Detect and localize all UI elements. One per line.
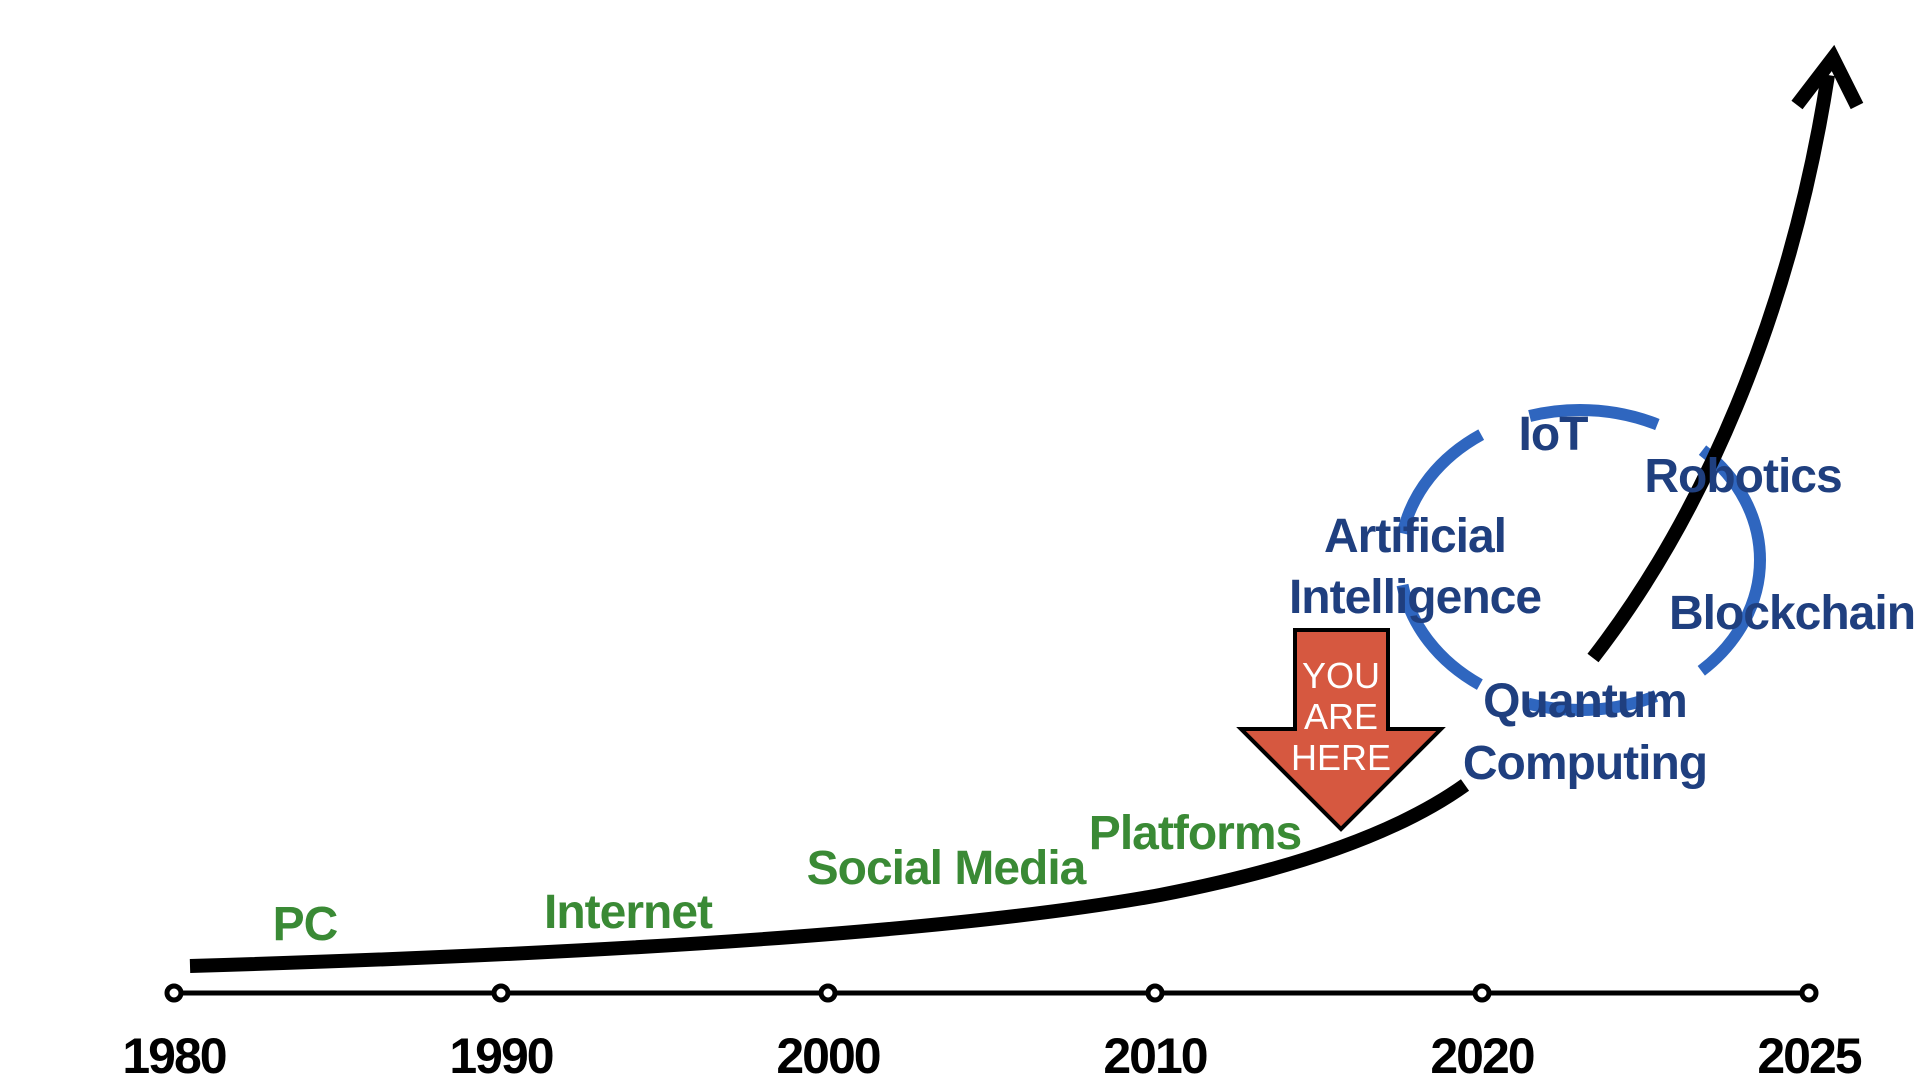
tick-2000 <box>818 983 838 1003</box>
growth-curve-upper <box>1587 73 1835 663</box>
past-era-labels: PC Internet Social Media Platforms <box>273 807 1303 951</box>
future-tech-dashed-ring <box>1394 404 1766 716</box>
year-label-2010: 2010 <box>1103 1028 1206 1080</box>
tick-1980 <box>164 983 184 1003</box>
tick-2020 <box>1472 983 1492 1003</box>
year-label-2025: 2025 <box>1757 1028 1861 1080</box>
tech-label-blockchain: Blockchain <box>1669 587 1915 640</box>
growth-arrow-head <box>1791 44 1864 110</box>
marker-text-you: YOU <box>1302 655 1380 696</box>
year-label-2020: 2020 <box>1430 1028 1533 1080</box>
year-label-2000: 2000 <box>776 1028 879 1080</box>
tech-label-robotics: Robotics <box>1644 450 1841 503</box>
tech-label-ai-line1: Artificial <box>1324 510 1506 563</box>
growth-curve-lower <box>189 779 1470 973</box>
timeline-ticks <box>164 983 1819 1003</box>
year-label-1990: 1990 <box>449 1028 552 1080</box>
era-label-pc: PC <box>273 898 338 951</box>
you-are-here-marker: YOU ARE HERE <box>1236 628 1446 832</box>
tech-label-quantum-line2: Computing <box>1463 737 1707 790</box>
year-label-1980: 1980 <box>122 1028 225 1080</box>
future-tech-labels: IoT Robotics Artificial Intelligence Blo… <box>1289 408 1916 790</box>
marker-text-here: HERE <box>1291 737 1391 778</box>
tech-label-ai-line2: Intelligence <box>1289 571 1541 624</box>
tech-label-iot: IoT <box>1519 408 1589 461</box>
tick-2010 <box>1145 983 1165 1003</box>
tech-label-quantum-line1: Quantum <box>1483 675 1687 728</box>
era-label-internet: Internet <box>544 886 713 939</box>
era-label-social-media: Social Media <box>807 842 1087 895</box>
marker-text-are: ARE <box>1304 696 1378 737</box>
era-label-platforms: Platforms <box>1089 807 1301 860</box>
tick-1990 <box>491 983 511 1003</box>
tick-2025 <box>1799 983 1819 1003</box>
down-arrow-icon <box>1236 628 1446 832</box>
year-labels: 1980 1990 2000 2010 2020 2025 <box>122 1028 1863 1080</box>
